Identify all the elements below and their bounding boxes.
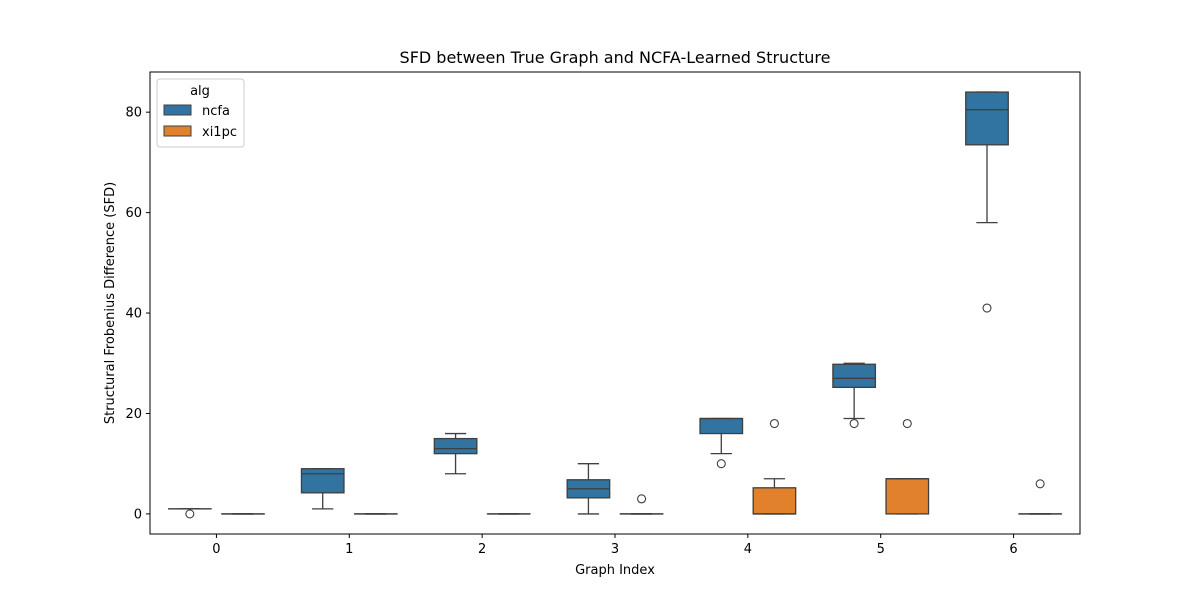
box-xi1pc-4 (752, 418, 797, 515)
x-axis-label: Graph Index (575, 563, 655, 578)
boxes-layer (167, 91, 1063, 519)
box-body (885, 478, 930, 515)
box-xi1pc-6 (1018, 479, 1063, 515)
y-tick-label: 80 (125, 106, 142, 121)
axes-layer: 0 20 40 60 80 0 1 2 3 4 5 6 (125, 106, 1017, 557)
x-tick-label: 3 (611, 542, 619, 557)
outlier-point (849, 418, 859, 429)
box-ncfa-5 (832, 362, 877, 429)
box-xi1pc-5 (885, 418, 930, 515)
outlier-point (982, 303, 992, 313)
box-ncfa-2 (433, 432, 478, 475)
outlier-point (769, 418, 779, 429)
y-axis-label: Structural Frobenius Difference (SFD) (103, 182, 118, 424)
box-body (699, 417, 744, 435)
box-ncfa-1 (300, 468, 345, 510)
y-tick-label: 0 (134, 507, 142, 522)
plot-area (150, 72, 1080, 534)
outlier-point (637, 494, 647, 504)
y-tick-label: 40 (125, 307, 142, 322)
legend-swatch-ncfa (163, 104, 192, 116)
box-ncfa-0 (167, 508, 212, 519)
box-body (752, 487, 797, 515)
y-tick-label: 60 (125, 206, 142, 221)
legend-label-xi1pc: xi1pc (202, 125, 237, 140)
plot-frame (149, 71, 1081, 535)
legend-items: ncfa xi1pc (163, 104, 237, 140)
y-tick-label: 20 (125, 407, 142, 422)
box-ncfa-4 (699, 417, 744, 469)
outlier-point (1035, 479, 1045, 489)
legend-title: alg (190, 84, 210, 99)
box-body (300, 468, 345, 494)
box-xi1pc-3 (619, 494, 664, 515)
x-tick-label: 4 (744, 542, 752, 557)
x-tick-label: 1 (345, 542, 353, 557)
box-ncfa-6 (965, 91, 1009, 313)
outlier-point (902, 418, 912, 429)
box-body (433, 437, 478, 455)
outlier-point (185, 509, 195, 519)
x-tick-label: 6 (1009, 542, 1017, 557)
x-tick-label: 2 (478, 542, 486, 557)
x-tick-label: 5 (877, 542, 885, 557)
box-body (965, 91, 1009, 146)
outlier-point (716, 459, 726, 469)
box-ncfa-3 (566, 463, 611, 515)
x-tick-label: 0 (212, 542, 220, 557)
box-body (832, 363, 877, 389)
chart-title: SFD between True Graph and NCFA-Learned … (399, 48, 831, 67)
legend: alg ncfa xi1pc (156, 78, 245, 148)
legend-label-ncfa: ncfa (202, 104, 230, 119)
legend-swatch-xi1pc (163, 125, 192, 137)
